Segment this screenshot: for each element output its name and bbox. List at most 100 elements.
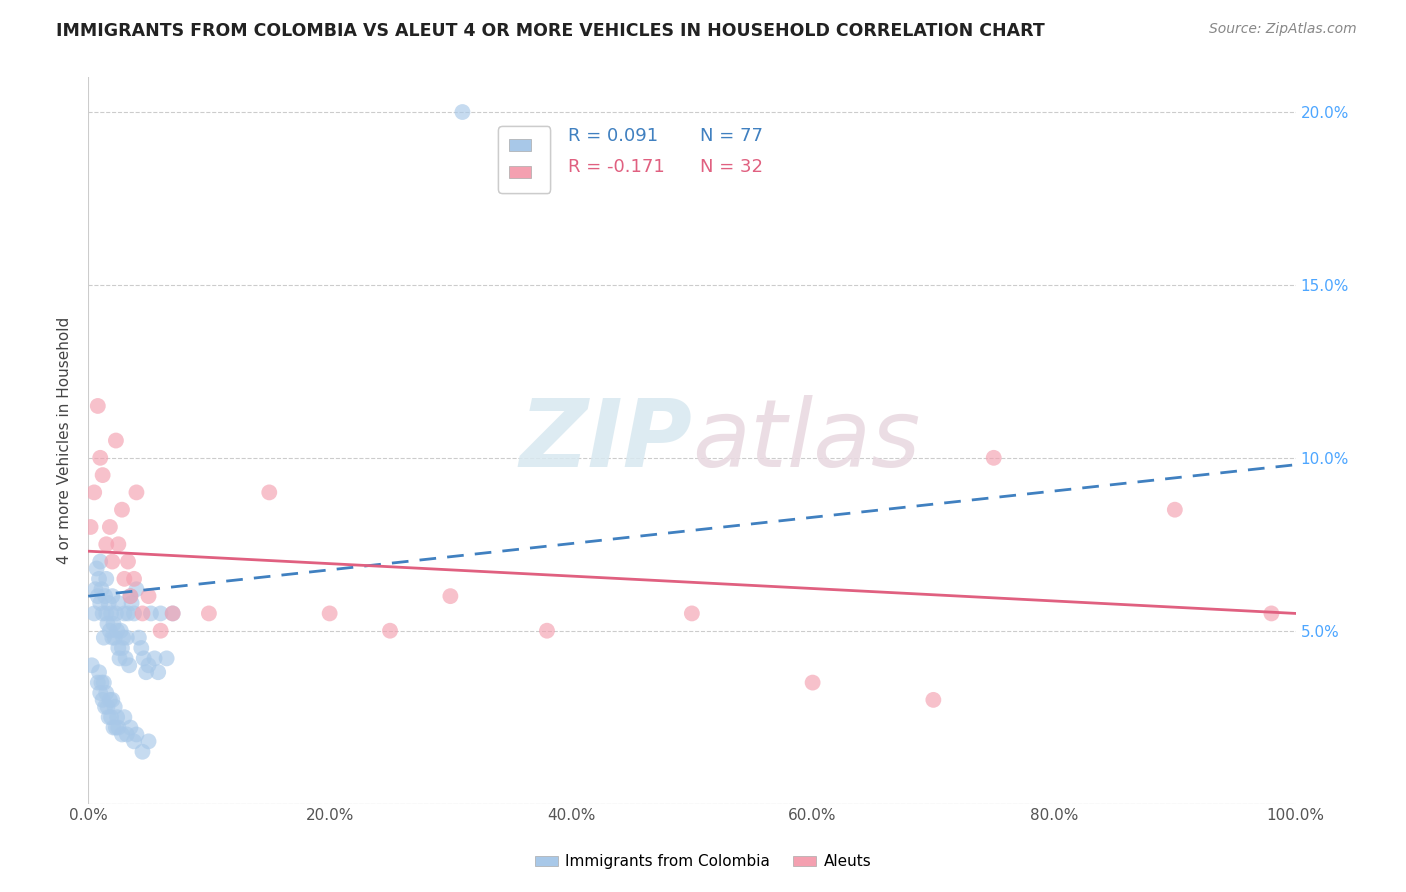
Point xyxy=(114,651,136,665)
Point xyxy=(79,520,101,534)
Point xyxy=(125,485,148,500)
Point xyxy=(117,607,139,621)
Point xyxy=(89,555,111,569)
Point xyxy=(98,520,121,534)
Point xyxy=(131,607,153,621)
Text: R = -0.171: R = -0.171 xyxy=(568,158,664,176)
Point xyxy=(93,631,115,645)
Point xyxy=(122,734,145,748)
Point xyxy=(125,727,148,741)
Point xyxy=(1260,607,1282,621)
Point xyxy=(129,640,152,655)
Point xyxy=(103,721,125,735)
Point xyxy=(143,651,166,665)
Point xyxy=(94,699,117,714)
Point xyxy=(138,589,160,603)
Point xyxy=(96,607,118,621)
Point xyxy=(87,665,110,680)
Point xyxy=(149,607,172,621)
Point xyxy=(101,631,124,645)
Point xyxy=(97,596,120,610)
Point xyxy=(96,686,118,700)
Point xyxy=(107,596,129,610)
Point xyxy=(90,582,112,597)
Point xyxy=(105,624,128,638)
Point xyxy=(104,607,127,621)
Point xyxy=(112,710,135,724)
Point xyxy=(117,555,139,569)
Text: IMMIGRANTS FROM COLOMBIA VS ALEUT 4 OR MORE VEHICLES IN HOUSEHOLD CORRELATION CH: IMMIGRANTS FROM COLOMBIA VS ALEUT 4 OR M… xyxy=(56,22,1045,40)
Point xyxy=(101,589,124,603)
Point xyxy=(111,640,134,655)
Point xyxy=(318,607,340,621)
Point xyxy=(111,727,134,741)
Point xyxy=(87,572,110,586)
Point xyxy=(104,434,127,448)
Point xyxy=(105,710,128,724)
Point xyxy=(89,686,111,700)
Point xyxy=(80,658,103,673)
Point xyxy=(378,624,401,638)
Point xyxy=(112,631,135,645)
Point xyxy=(87,589,110,603)
Point xyxy=(100,710,122,724)
Point xyxy=(120,589,142,603)
Point xyxy=(118,658,141,673)
Point xyxy=(86,561,108,575)
Point xyxy=(139,607,162,621)
Point xyxy=(1164,502,1187,516)
Point xyxy=(122,572,145,586)
Point xyxy=(451,105,474,120)
Point xyxy=(84,582,107,597)
Point xyxy=(121,596,143,610)
Point xyxy=(115,727,138,741)
Point xyxy=(96,572,118,586)
Legend: , : , xyxy=(498,127,550,193)
Point xyxy=(104,631,127,645)
Point xyxy=(112,607,135,621)
Point xyxy=(125,582,148,597)
Point xyxy=(91,468,114,483)
Point xyxy=(110,624,132,638)
Text: Source: ZipAtlas.com: Source: ZipAtlas.com xyxy=(1209,22,1357,37)
Point xyxy=(983,450,1005,465)
Point xyxy=(101,555,124,569)
Point xyxy=(149,624,172,638)
Point xyxy=(122,607,145,621)
Point xyxy=(107,537,129,551)
Point xyxy=(94,589,117,603)
Point xyxy=(128,631,150,645)
Text: R = 0.091: R = 0.091 xyxy=(568,127,658,145)
Point xyxy=(98,624,121,638)
Point xyxy=(96,537,118,551)
Point xyxy=(156,651,179,665)
Point xyxy=(98,693,121,707)
Point xyxy=(96,616,118,631)
Point xyxy=(97,710,120,724)
Point xyxy=(536,624,558,638)
Point xyxy=(115,631,138,645)
Point xyxy=(101,693,124,707)
Point xyxy=(148,665,170,680)
Point xyxy=(90,675,112,690)
Point xyxy=(259,485,281,500)
Text: ZIP: ZIP xyxy=(519,394,692,486)
Point xyxy=(107,640,129,655)
Point xyxy=(91,693,114,707)
Point xyxy=(162,607,184,621)
Point xyxy=(89,450,111,465)
Point xyxy=(83,485,105,500)
Point xyxy=(103,616,125,631)
Point xyxy=(100,607,122,621)
Point xyxy=(83,607,105,621)
Point xyxy=(801,675,824,690)
Point xyxy=(89,596,111,610)
Point xyxy=(91,607,114,621)
Point xyxy=(135,665,157,680)
Point xyxy=(138,734,160,748)
Point xyxy=(108,651,131,665)
Point xyxy=(198,607,221,621)
Point xyxy=(439,589,461,603)
Point xyxy=(107,721,129,735)
Text: N = 77: N = 77 xyxy=(700,127,763,145)
